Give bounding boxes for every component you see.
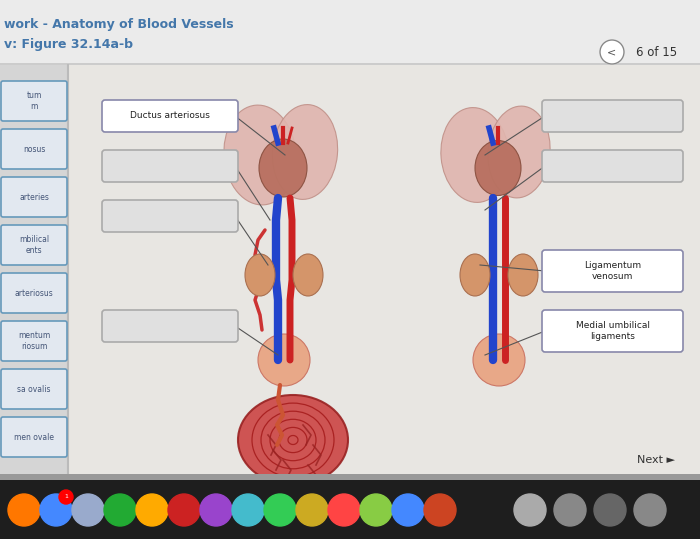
- FancyBboxPatch shape: [102, 200, 238, 232]
- Bar: [68, 65, 700, 475]
- Text: 1: 1: [64, 494, 68, 500]
- Text: Ductus arteriosus: Ductus arteriosus: [130, 112, 210, 121]
- Circle shape: [264, 494, 296, 526]
- Bar: [0, 0, 700, 65]
- Bar: [0, 65, 68, 475]
- FancyBboxPatch shape: [542, 100, 683, 132]
- FancyBboxPatch shape: [542, 150, 683, 182]
- Circle shape: [8, 494, 40, 526]
- FancyBboxPatch shape: [102, 100, 238, 132]
- Text: nosus: nosus: [23, 144, 46, 154]
- Text: <: <: [608, 47, 617, 57]
- Ellipse shape: [258, 334, 310, 386]
- Circle shape: [360, 494, 392, 526]
- FancyBboxPatch shape: [1, 81, 67, 121]
- Circle shape: [392, 494, 424, 526]
- Ellipse shape: [293, 254, 323, 296]
- Ellipse shape: [475, 141, 521, 196]
- FancyBboxPatch shape: [1, 177, 67, 217]
- FancyBboxPatch shape: [1, 321, 67, 361]
- Bar: [0, 480, 700, 539]
- Text: arteriosus: arteriosus: [15, 288, 53, 298]
- Circle shape: [296, 494, 328, 526]
- Text: men ovale: men ovale: [14, 432, 54, 441]
- Text: v: Figure 32.14a-b: v: Figure 32.14a-b: [4, 38, 133, 51]
- Circle shape: [136, 494, 168, 526]
- Ellipse shape: [460, 254, 490, 296]
- Bar: [0, 474, 700, 480]
- Ellipse shape: [238, 395, 348, 485]
- Bar: [0, 63, 700, 65]
- Circle shape: [104, 494, 136, 526]
- FancyBboxPatch shape: [1, 129, 67, 169]
- Ellipse shape: [259, 139, 307, 197]
- Ellipse shape: [245, 254, 275, 296]
- Circle shape: [424, 494, 456, 526]
- Text: mentum
riosum: mentum riosum: [18, 331, 50, 351]
- FancyBboxPatch shape: [1, 369, 67, 409]
- Circle shape: [514, 494, 546, 526]
- Text: Ligamentum
venosum: Ligamentum venosum: [584, 261, 641, 281]
- Circle shape: [600, 40, 624, 64]
- Text: Medial umbilical
ligaments: Medial umbilical ligaments: [575, 321, 650, 341]
- Ellipse shape: [508, 254, 538, 296]
- Ellipse shape: [441, 108, 509, 203]
- Circle shape: [168, 494, 200, 526]
- FancyBboxPatch shape: [1, 417, 67, 457]
- FancyBboxPatch shape: [1, 225, 67, 265]
- FancyBboxPatch shape: [102, 310, 238, 342]
- Circle shape: [232, 494, 264, 526]
- Circle shape: [200, 494, 232, 526]
- Circle shape: [59, 490, 73, 504]
- Circle shape: [594, 494, 626, 526]
- Ellipse shape: [224, 105, 296, 205]
- Ellipse shape: [272, 105, 337, 199]
- Text: Next ►: Next ►: [637, 455, 675, 465]
- Circle shape: [72, 494, 104, 526]
- Text: tum
m: tum m: [27, 91, 42, 111]
- Bar: [0, 65, 700, 475]
- FancyBboxPatch shape: [542, 310, 683, 352]
- FancyBboxPatch shape: [1, 273, 67, 313]
- Text: 6 of 15: 6 of 15: [636, 45, 677, 59]
- Text: arteries: arteries: [19, 192, 49, 202]
- Text: sa ovalis: sa ovalis: [18, 384, 50, 393]
- Ellipse shape: [488, 106, 550, 198]
- Text: mbilical
ents: mbilical ents: [19, 235, 49, 255]
- Circle shape: [554, 494, 586, 526]
- FancyBboxPatch shape: [542, 250, 683, 292]
- Circle shape: [328, 494, 360, 526]
- Text: work - Anatomy of Blood Vessels: work - Anatomy of Blood Vessels: [4, 18, 234, 31]
- Circle shape: [40, 494, 72, 526]
- FancyBboxPatch shape: [102, 150, 238, 182]
- Circle shape: [634, 494, 666, 526]
- Ellipse shape: [473, 334, 525, 386]
